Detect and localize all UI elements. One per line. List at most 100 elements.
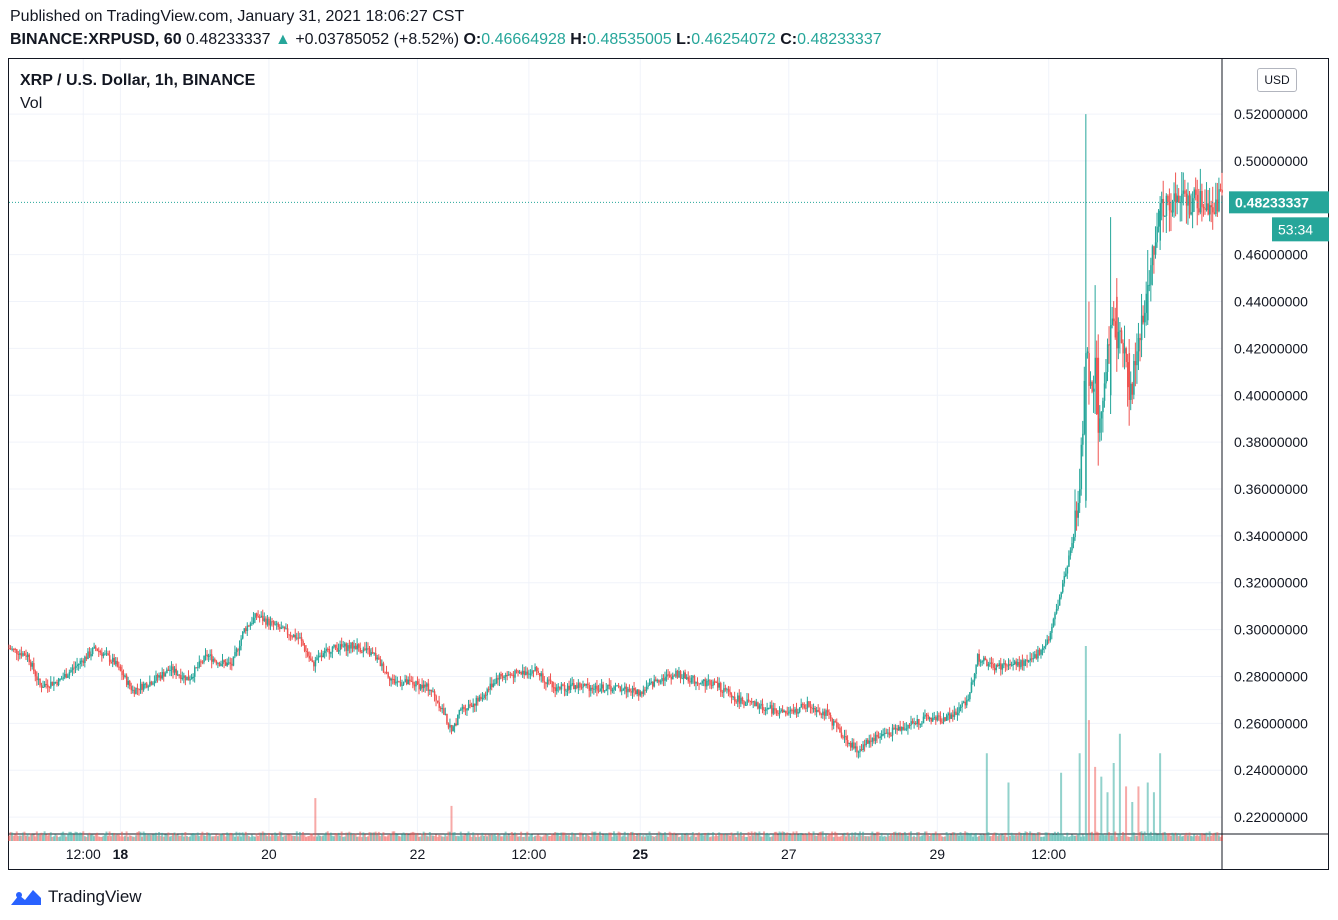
volume-bar — [959, 832, 962, 841]
candle-body — [749, 700, 751, 702]
volume-bar — [821, 831, 824, 841]
candle-body — [319, 655, 321, 657]
volume-bar — [97, 836, 100, 841]
volume-bar — [144, 832, 147, 841]
volume-bar — [212, 836, 215, 841]
volume-bar — [128, 835, 131, 841]
volume-bar — [523, 836, 526, 841]
symbol-label: BINANCE:XRPUSD, 60 — [10, 31, 182, 48]
volume-bar — [1134, 835, 1137, 841]
candle-body — [724, 688, 727, 690]
volume-bar — [515, 833, 518, 841]
candle-body — [1171, 201, 1174, 213]
candle-body — [1159, 203, 1161, 241]
last-price-tag-text: 0.48233337 — [1235, 194, 1309, 210]
volume-bar — [184, 832, 187, 841]
candle-body — [935, 717, 937, 721]
volume-bar — [899, 832, 902, 841]
candle-body — [1209, 205, 1211, 215]
candle-body — [1010, 664, 1013, 666]
candle-body — [289, 635, 292, 637]
volume-bar — [577, 836, 580, 841]
currency-button[interactable]: USD — [1257, 68, 1297, 92]
candle-body — [271, 621, 273, 623]
volume-bar — [911, 836, 914, 841]
candle-body — [828, 712, 830, 716]
volume-bar — [699, 833, 702, 841]
candle-body — [1012, 664, 1015, 666]
candle-body — [364, 648, 366, 651]
volume-bar — [20, 835, 23, 841]
volume-bar — [569, 836, 572, 841]
candle-body — [378, 657, 380, 660]
volume-bar — [790, 833, 793, 841]
volume-bar — [838, 836, 841, 841]
candle-body — [1072, 537, 1075, 544]
candle-body — [707, 680, 710, 682]
volume-bar — [1069, 836, 1072, 841]
candle-body — [607, 684, 609, 690]
volume-bar — [1145, 835, 1148, 841]
candle-body — [8, 648, 10, 650]
volume-bar — [1098, 835, 1101, 841]
candle-body — [542, 673, 544, 682]
candle-body — [1014, 661, 1016, 665]
volume-bar — [1128, 836, 1131, 841]
candle-body — [1164, 215, 1166, 217]
candle-body — [1106, 344, 1109, 372]
candle-body — [144, 683, 147, 685]
candle-body — [673, 675, 676, 677]
candle-body — [277, 623, 280, 627]
candle-body — [441, 708, 444, 710]
volume-bar — [271, 834, 274, 841]
candle-body — [899, 726, 902, 731]
candle-body — [478, 696, 481, 702]
candle-body — [766, 708, 769, 710]
candle-body — [25, 655, 27, 657]
volume-bar — [346, 832, 349, 841]
volume-bar — [611, 836, 614, 841]
candle-body — [299, 637, 301, 639]
candle-body — [747, 699, 750, 701]
candle-body — [907, 724, 909, 729]
volume-bar — [413, 832, 416, 841]
volume-bar — [447, 831, 450, 841]
volume-bar — [136, 831, 139, 841]
volume-bar — [284, 835, 287, 841]
candle-body — [1100, 412, 1103, 419]
candle-body — [690, 677, 693, 683]
candle-body — [921, 723, 923, 725]
candle-body — [723, 688, 725, 693]
volume-bar — [495, 836, 498, 841]
candle-body — [687, 677, 690, 682]
candle-body — [296, 637, 298, 639]
volume-bar — [922, 835, 925, 841]
volume-bar — [1216, 832, 1219, 841]
candle-body — [153, 680, 156, 684]
candle-body — [1080, 444, 1083, 490]
volume-bar — [286, 834, 289, 841]
candle-body — [1207, 203, 1209, 215]
volume-bar — [1104, 835, 1107, 841]
candle-body — [327, 648, 329, 650]
candle-body — [836, 722, 838, 728]
volume-bar — [1214, 832, 1217, 841]
candle-body — [138, 688, 140, 691]
volume-bar — [985, 753, 988, 841]
volume-bar — [704, 832, 707, 841]
candle-body — [342, 646, 345, 648]
candle-body — [1079, 489, 1081, 503]
volume-bar — [133, 837, 136, 841]
volume-bar — [390, 833, 393, 841]
volume-bar — [812, 831, 815, 841]
volume-bar — [404, 834, 407, 841]
candle-body — [56, 681, 58, 686]
volume-bar — [1211, 833, 1214, 841]
candle-body — [280, 627, 283, 629]
candle-body — [1103, 383, 1106, 401]
volume-bar — [504, 831, 507, 841]
volume-bar — [670, 832, 673, 841]
volume-bar — [71, 833, 74, 841]
volume-bar — [1044, 832, 1047, 841]
